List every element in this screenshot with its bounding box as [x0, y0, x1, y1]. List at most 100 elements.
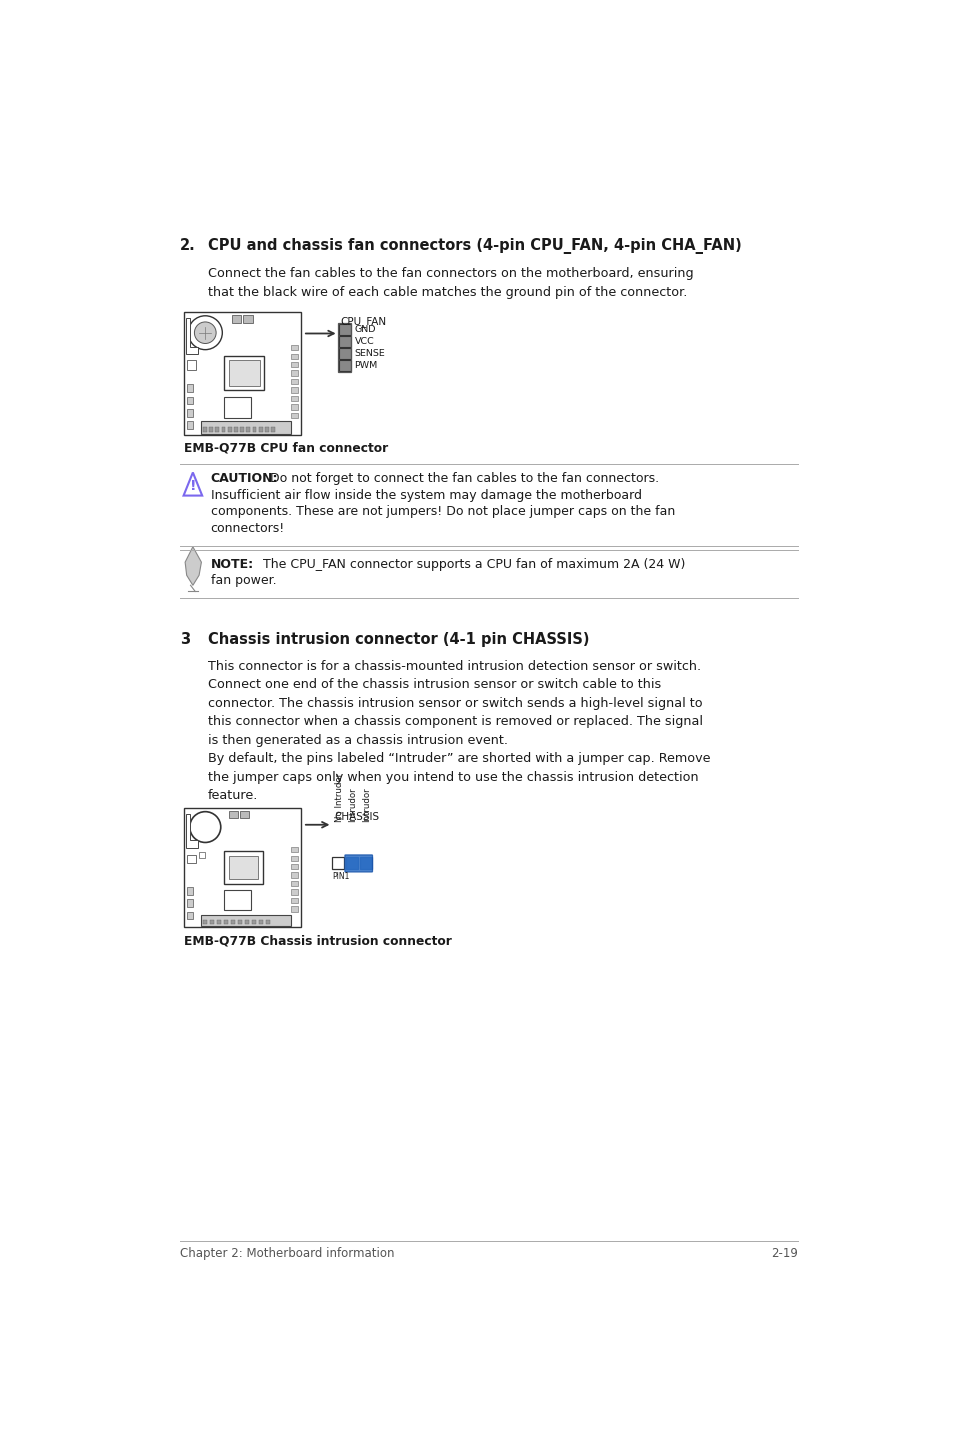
- Bar: [187, 361, 195, 370]
- Text: This connector is for a chassis-mounted intrusion detection sensor or switch.
Co: This connector is for a chassis-mounted …: [208, 660, 701, 746]
- Text: fan power.: fan power.: [211, 574, 276, 587]
- Bar: [266, 920, 270, 925]
- Bar: [291, 380, 298, 384]
- Text: 2.: 2.: [179, 239, 195, 253]
- Bar: [337, 324, 351, 372]
- Text: EMB-Q77B CPU fan connector: EMB-Q77B CPU fan connector: [183, 441, 388, 454]
- Bar: [291, 881, 298, 886]
- Bar: [359, 857, 371, 870]
- Bar: [291, 856, 298, 861]
- Bar: [245, 920, 249, 925]
- Bar: [271, 427, 274, 431]
- Bar: [229, 811, 237, 818]
- Bar: [291, 345, 298, 351]
- Text: Intrudor: Intrudor: [348, 787, 356, 821]
- Bar: [291, 864, 298, 870]
- Bar: [231, 920, 234, 925]
- Circle shape: [188, 316, 222, 349]
- Bar: [258, 920, 262, 925]
- Circle shape: [194, 322, 216, 344]
- Bar: [291, 897, 298, 903]
- Text: Chassis intrusion connector (4-1 pin CHASSIS): Chassis intrusion connector (4-1 pin CHA…: [208, 633, 589, 647]
- Bar: [200, 421, 291, 434]
- FancyBboxPatch shape: [345, 856, 372, 871]
- Bar: [338, 336, 350, 348]
- Text: CPU_FAN: CPU_FAN: [340, 316, 386, 326]
- Polygon shape: [186, 318, 197, 354]
- Text: CAUTION:: CAUTION:: [211, 472, 278, 485]
- Bar: [291, 395, 298, 401]
- Bar: [203, 920, 207, 925]
- Bar: [210, 920, 213, 925]
- Bar: [228, 427, 232, 431]
- Bar: [258, 427, 262, 431]
- Bar: [232, 315, 241, 322]
- Bar: [229, 856, 257, 880]
- Text: Do not forget to connect the fan cables to the fan connectors.: Do not forget to connect the fan cables …: [266, 472, 659, 485]
- Bar: [187, 854, 195, 863]
- Bar: [200, 915, 291, 926]
- Text: Connect the fan cables to the fan connectors on the motherboard, ensuring
that t: Connect the fan cables to the fan connec…: [208, 267, 693, 299]
- Text: VCC: VCC: [355, 338, 374, 347]
- Bar: [221, 427, 225, 431]
- Bar: [291, 906, 298, 912]
- Bar: [291, 362, 298, 367]
- Bar: [187, 421, 193, 429]
- Text: Intrudor: Intrudor: [361, 787, 371, 821]
- Text: NOTE:: NOTE:: [211, 558, 253, 571]
- Text: SENSE: SENSE: [355, 349, 385, 358]
- Text: PWM: PWM: [355, 361, 377, 370]
- Text: PIN1: PIN1: [332, 873, 350, 881]
- Bar: [332, 857, 344, 870]
- Bar: [291, 387, 298, 393]
- Bar: [252, 920, 255, 925]
- Bar: [291, 404, 298, 410]
- Bar: [224, 920, 228, 925]
- Bar: [183, 312, 301, 436]
- Bar: [216, 920, 220, 925]
- Bar: [291, 873, 298, 877]
- Bar: [187, 912, 193, 919]
- Bar: [240, 427, 244, 431]
- Circle shape: [190, 811, 220, 843]
- Bar: [240, 811, 249, 818]
- Text: !: !: [190, 479, 196, 493]
- Text: CPU and chassis fan connectors (4-pin CPU_FAN, 4-pin CHA_FAN): CPU and chassis fan connectors (4-pin CP…: [208, 239, 740, 255]
- Bar: [183, 808, 301, 928]
- Bar: [291, 371, 298, 375]
- Bar: [203, 427, 207, 431]
- Bar: [224, 851, 262, 884]
- Text: 3: 3: [179, 633, 190, 647]
- Text: CHASSIS: CHASSIS: [334, 811, 378, 821]
- Bar: [187, 384, 193, 393]
- Bar: [224, 355, 264, 391]
- Bar: [187, 408, 193, 417]
- Text: EMB-Q77B Chassis intrusion connector: EMB-Q77B Chassis intrusion connector: [183, 935, 451, 948]
- Bar: [338, 324, 350, 335]
- Bar: [215, 427, 219, 431]
- Bar: [187, 887, 193, 894]
- Bar: [265, 427, 269, 431]
- Bar: [346, 857, 357, 870]
- Bar: [224, 890, 251, 910]
- Bar: [229, 361, 259, 385]
- Bar: [338, 348, 350, 360]
- Text: No Intrudor: No Intrudor: [335, 772, 343, 821]
- Text: connectors!: connectors!: [211, 522, 285, 535]
- Bar: [209, 427, 213, 431]
- Polygon shape: [185, 546, 201, 585]
- Bar: [199, 851, 205, 858]
- Bar: [243, 315, 253, 322]
- Bar: [187, 397, 193, 404]
- Text: components. These are not jumpers! Do not place jumper caps on the fan: components. These are not jumpers! Do no…: [211, 505, 674, 518]
- Polygon shape: [186, 814, 197, 848]
- Bar: [253, 427, 256, 431]
- Text: Insufficient air flow inside the system may damage the motherboard: Insufficient air flow inside the system …: [211, 489, 641, 502]
- Text: The CPU_FAN connector supports a CPU fan of maximum 2A (24 W): The CPU_FAN connector supports a CPU fan…: [251, 558, 684, 571]
- Bar: [233, 427, 237, 431]
- Text: GND: GND: [355, 325, 375, 334]
- Bar: [237, 920, 241, 925]
- Bar: [291, 413, 298, 418]
- Bar: [291, 890, 298, 894]
- Text: By default, the pins labeled “Intruder” are shorted with a jumper cap. Remove
th: By default, the pins labeled “Intruder” …: [208, 752, 709, 802]
